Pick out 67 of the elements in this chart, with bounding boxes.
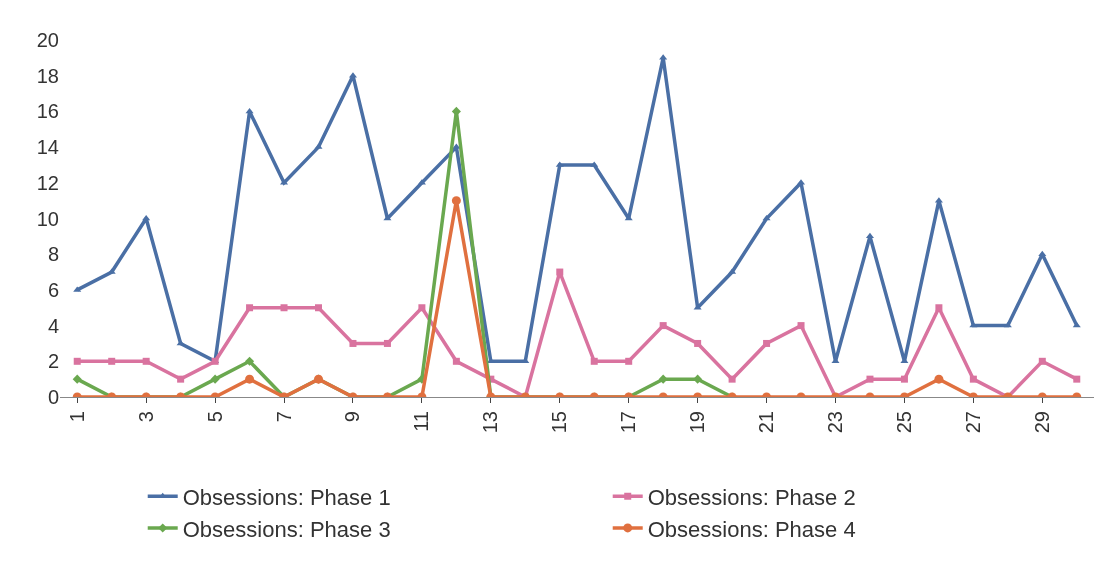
point <box>210 374 220 384</box>
point <box>1038 357 1046 365</box>
x-tick-label: 3 <box>134 411 157 423</box>
point <box>452 357 460 365</box>
point <box>625 357 633 365</box>
y-tick-label: 18 <box>36 64 59 87</box>
point <box>694 339 702 347</box>
point <box>935 304 943 312</box>
point <box>108 357 116 365</box>
point <box>763 339 771 347</box>
point <box>418 304 426 312</box>
point <box>73 357 81 365</box>
point <box>934 374 944 384</box>
y-tick-label: 12 <box>36 171 59 194</box>
point <box>451 106 461 116</box>
y-tick-label: 6 <box>47 278 59 301</box>
point <box>280 304 288 312</box>
y-tick-label: 16 <box>36 100 59 123</box>
point <box>176 339 185 346</box>
point <box>245 374 255 384</box>
y-tick-label: 4 <box>47 314 59 337</box>
point <box>659 322 667 330</box>
y-tick-label: 10 <box>36 207 59 230</box>
point <box>349 339 357 347</box>
x-tick-label: 15 <box>548 411 571 434</box>
x-tick-label: 19 <box>686 411 709 434</box>
point <box>866 375 874 383</box>
point <box>797 322 805 330</box>
x-tick-label: 5 <box>203 411 226 423</box>
point <box>1073 375 1081 383</box>
point <box>451 196 461 206</box>
x-tick-label: 13 <box>479 411 502 434</box>
point <box>658 374 668 384</box>
point <box>245 356 255 366</box>
point <box>245 107 254 114</box>
point <box>693 374 703 384</box>
x-tick-label: 27 <box>961 411 984 434</box>
y-tick-label: 2 <box>47 350 59 373</box>
legend-label: Obsessions: Phase 3 <box>182 516 391 542</box>
x-tick-label: 25 <box>892 411 915 434</box>
point <box>142 357 150 365</box>
x-tick-label: 23 <box>824 411 846 434</box>
point <box>315 304 322 312</box>
x-tick-label: 11 <box>410 411 433 432</box>
x-tick-label: 7 <box>272 411 295 423</box>
y-tick-label: 20 <box>36 29 59 51</box>
x-tick-label: 21 <box>755 411 778 434</box>
y-tick-label: 14 <box>36 136 59 159</box>
x-tick-label: 9 <box>341 411 364 423</box>
x-tick-label: 1 <box>65 411 88 423</box>
point <box>72 374 82 384</box>
point <box>900 375 908 383</box>
legend-label: Obsessions: Phase 1 <box>182 484 391 510</box>
x-tick-label: 29 <box>1030 411 1053 434</box>
y-tick-label: 8 <box>47 243 59 266</box>
point <box>728 375 736 383</box>
point <box>177 375 185 383</box>
legend-label: Obsessions: Phase 2 <box>647 484 856 510</box>
y-tick-label: 0 <box>47 386 59 408</box>
point <box>246 304 254 312</box>
legend-label: Obsessions: Phase 4 <box>647 516 856 542</box>
point <box>556 268 564 276</box>
point <box>590 357 598 365</box>
point <box>865 232 875 239</box>
point <box>969 375 977 383</box>
x-tick-label: 17 <box>617 411 640 434</box>
point <box>383 339 391 347</box>
